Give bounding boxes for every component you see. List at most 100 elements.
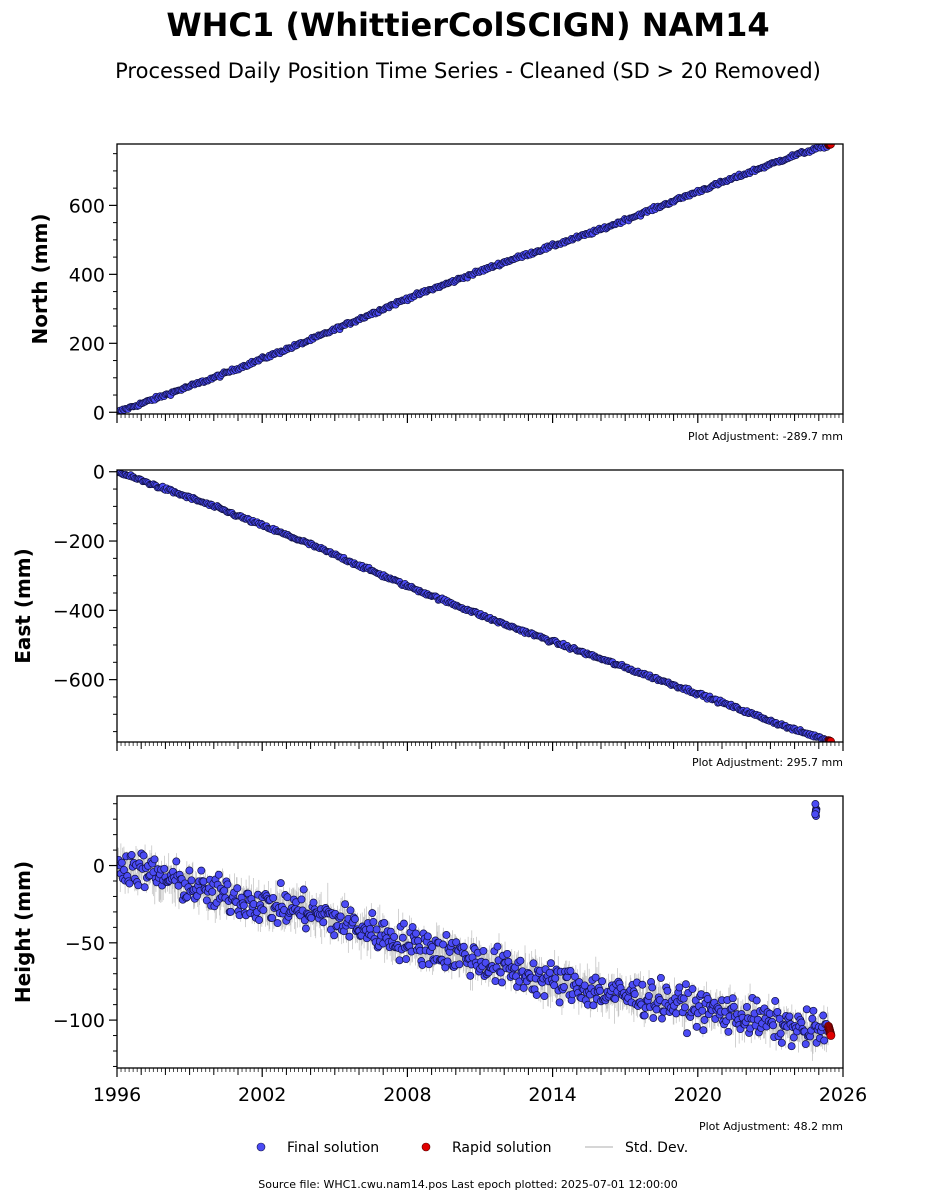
height-final-point — [611, 994, 620, 1003]
height-final-point — [681, 980, 690, 989]
height-final-point — [269, 893, 278, 902]
height-final-point — [785, 1012, 794, 1021]
height-panel: 0 −50 −100 1996 2002 2008 2014 2020 2026 Height (… — [11, 795, 867, 1106]
height-final-point — [773, 1007, 782, 1016]
height-final-point — [491, 977, 500, 986]
height-final-point — [273, 919, 282, 928]
height-adjustment: Plot Adjustment: 48.2 mm — [699, 1120, 843, 1133]
height-final-point — [771, 996, 780, 1005]
height-final-point — [187, 876, 196, 885]
height-final-point — [319, 918, 328, 927]
height-final-point — [777, 1038, 786, 1047]
height-final-point — [372, 925, 381, 934]
height-frame — [116, 795, 844, 1069]
height-final-point — [540, 992, 549, 1001]
height-final-point — [728, 994, 737, 1003]
height-final-point — [414, 936, 422, 945]
height-final-point — [199, 877, 208, 886]
legend-final-marker — [256, 1142, 266, 1152]
height-final-point — [452, 938, 461, 947]
height-xtick-label: 2008 — [383, 1084, 431, 1106]
height-final-point — [208, 887, 217, 896]
height-final-point — [341, 900, 350, 909]
height-final-point — [459, 942, 468, 951]
height-final-point — [125, 879, 134, 888]
height-final-point — [424, 960, 433, 969]
height-final-point — [692, 1022, 701, 1031]
height-final-point — [519, 983, 528, 992]
height-outlier-point — [811, 810, 820, 819]
height-final-point — [276, 879, 285, 888]
height-final-point — [516, 956, 525, 965]
height-final-point — [672, 1009, 681, 1018]
height-final-point — [140, 883, 149, 892]
height-final-point — [515, 977, 524, 986]
height-final-point — [688, 984, 697, 993]
height-xtick-label: 2014 — [528, 1084, 576, 1106]
height-final-point — [675, 983, 684, 992]
height-final-point — [233, 884, 242, 893]
height-final-point — [268, 913, 277, 922]
height-data — [117, 800, 836, 1061]
height-xtick-label: 1996 — [93, 1084, 141, 1106]
legend-std-label: Std. Dev. — [625, 1140, 688, 1156]
height-xtick-label: 2020 — [674, 1084, 722, 1106]
height-final-point — [589, 1001, 598, 1010]
east-panel: 0 −200 −400 −600 East (mm) — [11, 462, 844, 751]
height-final-point — [127, 851, 136, 859]
legend: Final solution Rapid solution Std. Dev. — [256, 1140, 688, 1156]
chart-subtitle: Processed Daily Position Time Series - C… — [115, 59, 821, 83]
north-ytick-label: 400 — [69, 264, 105, 286]
height-final-point — [255, 916, 264, 924]
height-final-point — [283, 893, 292, 902]
east-data — [117, 470, 835, 742]
height-final-point — [350, 915, 359, 924]
legend-rapid-label: Rapid solution — [452, 1140, 552, 1156]
height-final-point — [299, 885, 308, 894]
height-final-point — [652, 1005, 661, 1014]
height-final-point — [797, 1018, 806, 1027]
height-final-point — [249, 900, 258, 909]
north-panel: 0 200 400 600 North (mm) — [28, 143, 844, 424]
height-final-point — [532, 991, 541, 999]
height-final-point — [443, 957, 452, 966]
height-final-point — [699, 1026, 708, 1035]
height-final-point — [259, 906, 268, 915]
height-final-point — [580, 981, 589, 990]
height-final-point — [640, 1011, 649, 1020]
height-final-point — [765, 1009, 774, 1018]
height-ylabel: Height (mm) — [11, 861, 35, 1003]
height-final-point — [752, 996, 761, 1005]
height-final-point — [202, 896, 211, 905]
height-final-point — [802, 1005, 811, 1014]
height-final-point — [134, 881, 143, 890]
height-final-point — [330, 931, 339, 940]
height-final-point — [820, 1036, 829, 1045]
height-final-point — [442, 930, 451, 939]
height-final-point — [439, 940, 448, 949]
height-ytick-label: −100 — [53, 1010, 105, 1032]
height-final-point — [120, 865, 128, 874]
height-final-point — [309, 898, 318, 907]
height-final-point — [808, 1014, 817, 1023]
height-final-point — [301, 924, 310, 933]
height-final-point — [223, 880, 232, 889]
height-outlier-point — [811, 800, 820, 808]
north-ytick-label: 600 — [69, 195, 105, 217]
east-adjustment: Plot Adjustment: 295.7 mm — [692, 756, 843, 769]
height-final-point — [551, 974, 560, 983]
height-final-point — [185, 866, 194, 875]
height-final-point — [683, 1029, 691, 1038]
north-adjustment: Plot Adjustment: -289.7 mm — [688, 430, 843, 443]
height-final-point — [497, 978, 506, 987]
height-final-point — [775, 1014, 784, 1023]
height-final-point — [399, 919, 408, 928]
height-final-point — [680, 1003, 689, 1012]
height-final-point — [345, 932, 354, 941]
height-final-point — [546, 959, 555, 968]
legend-rapid-marker — [421, 1142, 431, 1152]
height-final-point — [139, 851, 148, 860]
north-data — [117, 144, 835, 414]
height-final-point — [117, 858, 126, 867]
